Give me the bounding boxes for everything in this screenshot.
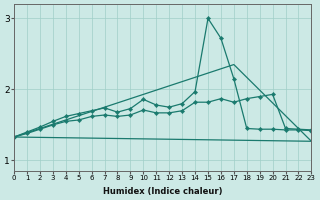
X-axis label: Humidex (Indice chaleur): Humidex (Indice chaleur) bbox=[103, 187, 222, 196]
